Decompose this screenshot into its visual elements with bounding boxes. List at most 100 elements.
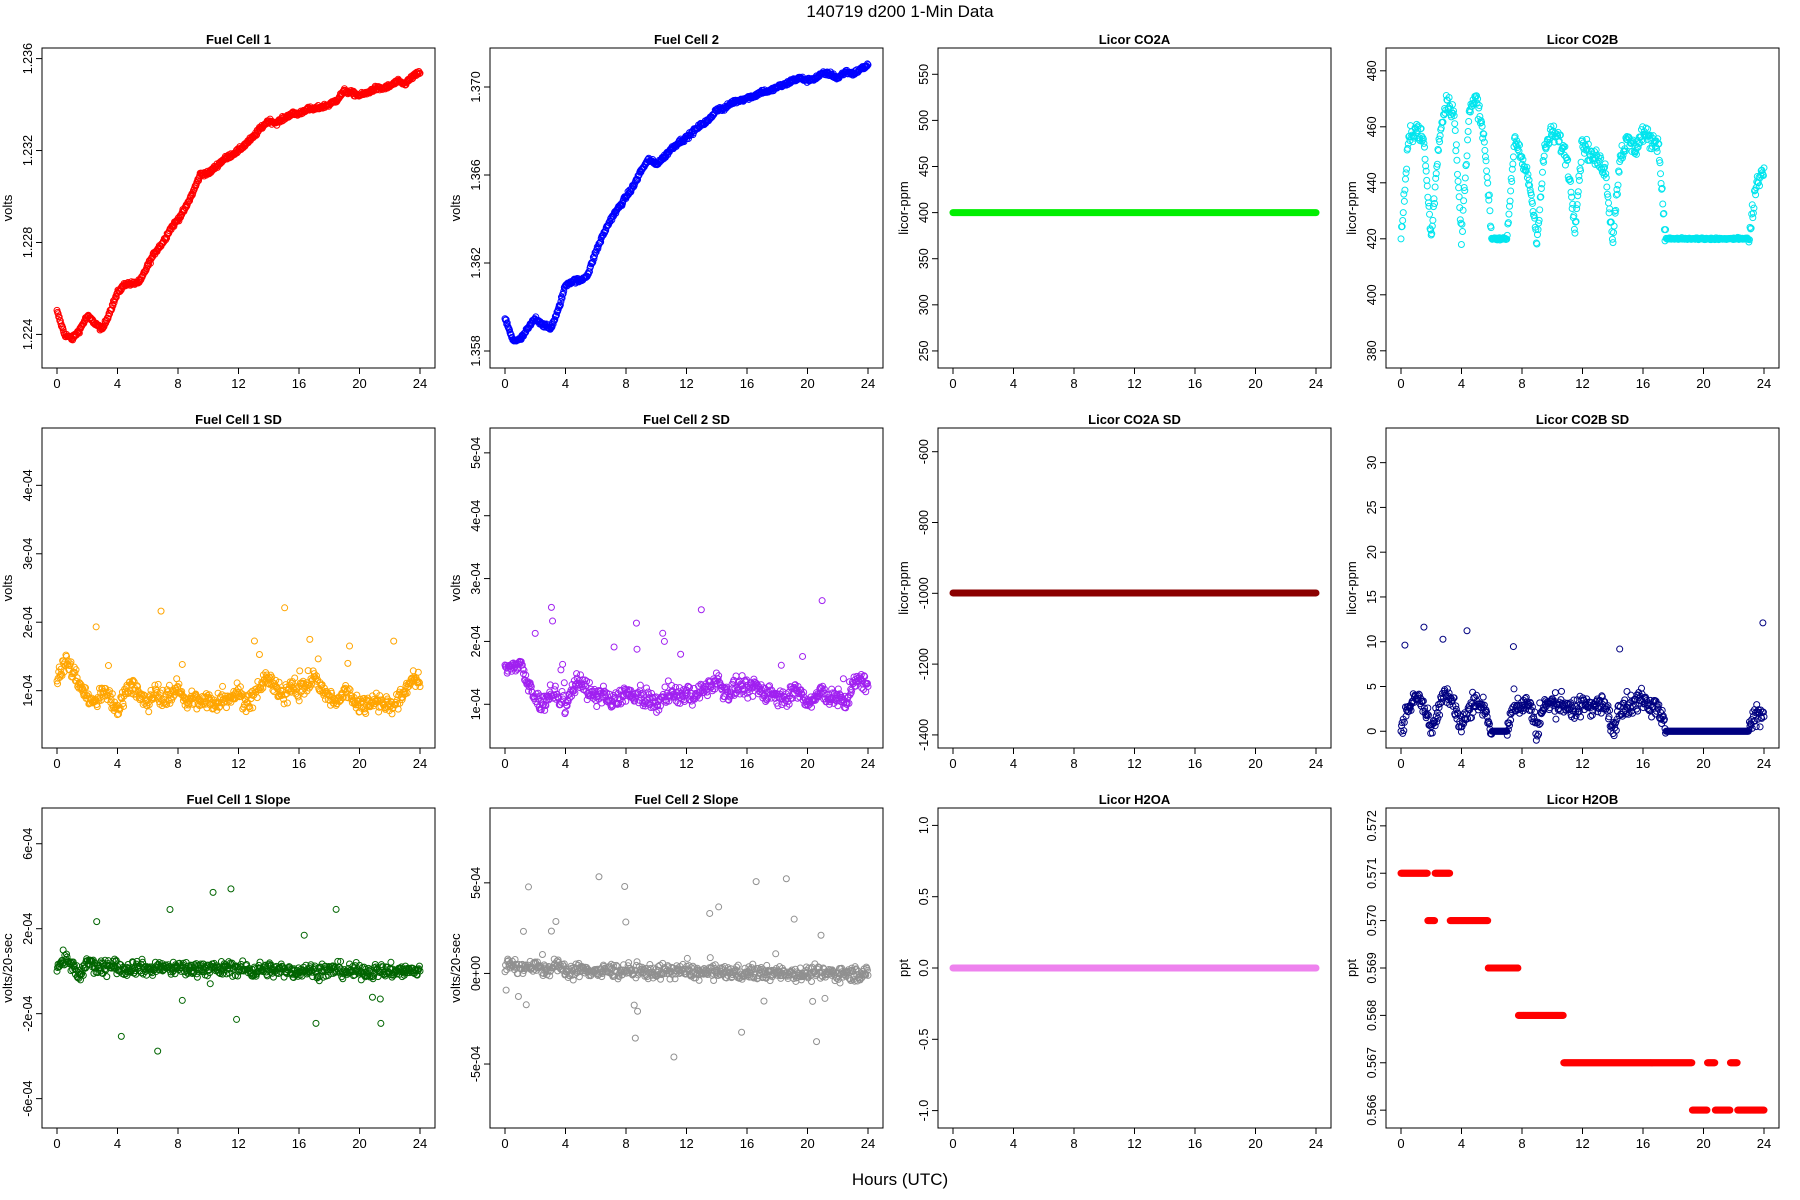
data-point xyxy=(1463,152,1471,160)
x-tick-label: 24 xyxy=(1757,376,1771,391)
data-point xyxy=(777,661,785,669)
data-point xyxy=(1484,179,1492,187)
panel-title: Fuel Cell 2 xyxy=(654,32,719,47)
panel-co2asd: Licor CO2A SD0 4 8 12 16 20 24-1400-1200-1000-… xyxy=(896,412,1332,771)
panel-co2bsd: Licor CO2B SD0 4 8 12 16 20 24051015202530lico… xyxy=(1344,412,1780,771)
x-tick-label: 4 xyxy=(114,1136,121,1151)
data-point xyxy=(1439,635,1447,643)
panel-title: Licor CO2A xyxy=(1099,32,1171,47)
data-point xyxy=(697,606,705,614)
data-point xyxy=(1479,693,1487,701)
panel-title: Licor CO2B SD xyxy=(1536,412,1629,427)
y-tick-label: 4e-04 xyxy=(21,469,35,501)
x-tick-label: 20 xyxy=(352,1136,366,1151)
plot-frame xyxy=(41,47,436,369)
x-tick-label: 20 xyxy=(800,1136,814,1151)
data-point xyxy=(376,995,384,1003)
y-tick-label: 460 xyxy=(1365,116,1379,137)
data-point xyxy=(531,629,539,637)
x-tick-label: 8 xyxy=(1070,376,1077,391)
data-point xyxy=(505,326,513,334)
y-axis-label: volts xyxy=(448,574,463,601)
x-tick-label: 12 xyxy=(679,376,693,391)
data-point xyxy=(104,662,112,670)
data-point xyxy=(206,980,214,988)
y-tick-label: 5e-04 xyxy=(469,437,483,469)
x-tick-label: 12 xyxy=(679,1136,693,1151)
y-tick-label: 2e-04 xyxy=(21,913,35,945)
data-point xyxy=(1571,229,1579,237)
data-point xyxy=(1483,173,1491,181)
x-tick-label: 0 xyxy=(53,1136,60,1151)
data-point xyxy=(547,603,555,611)
y-tick-label: 25 xyxy=(1365,500,1379,514)
data-point xyxy=(1552,715,1560,723)
data-point xyxy=(552,918,560,926)
data-point xyxy=(633,645,641,653)
x-tick-label: 20 xyxy=(1696,756,1710,771)
y-tick-label: 420 xyxy=(1365,228,1379,249)
x-tick-label: 12 xyxy=(1127,376,1141,391)
data-point xyxy=(1510,685,1518,693)
data-point xyxy=(1461,174,1469,182)
x-tick-label: 12 xyxy=(231,376,245,391)
x-tick-label: 24 xyxy=(1757,756,1771,771)
y-tick-label: 440 xyxy=(1365,172,1379,193)
x-tick-label: 0 xyxy=(501,1136,508,1151)
data-point xyxy=(1575,176,1583,184)
y-tick-label: 3e-04 xyxy=(469,563,483,595)
data-point xyxy=(55,313,63,321)
x-tick-label: 0 xyxy=(501,756,508,771)
data-point xyxy=(1605,199,1613,207)
data-point xyxy=(538,951,546,959)
x-tick-label: 20 xyxy=(800,376,814,391)
data-point xyxy=(677,650,685,658)
y-tick-label: 10 xyxy=(1365,635,1379,649)
data-point xyxy=(1509,643,1517,651)
x-tick-label: 16 xyxy=(740,376,754,391)
x-tick-label: 12 xyxy=(231,1136,245,1151)
y-tick-label: 500 xyxy=(917,110,931,131)
x-tick-label: 12 xyxy=(1575,756,1589,771)
y-tick-label: 1.224 xyxy=(21,319,35,350)
data-point xyxy=(1616,645,1624,653)
data-point xyxy=(227,885,235,893)
data-point xyxy=(1429,216,1437,224)
data-point xyxy=(253,131,261,139)
data-point xyxy=(233,679,241,687)
data-point xyxy=(1483,167,1491,175)
data-point xyxy=(1481,146,1489,154)
data-point xyxy=(1401,175,1409,183)
panel-title: Fuel Cell 1 SD xyxy=(195,412,282,427)
data-point xyxy=(312,1019,320,1027)
data-point xyxy=(703,692,711,700)
data-point xyxy=(112,293,120,301)
data-point xyxy=(1464,127,1472,135)
x-tick-label: 8 xyxy=(174,1136,181,1151)
panel-title: Licor CO2A SD xyxy=(1088,412,1181,427)
x-tick-label: 24 xyxy=(861,376,875,391)
y-tick-label: 1.362 xyxy=(469,247,483,278)
data-point xyxy=(252,131,260,139)
data-point xyxy=(178,996,186,1004)
x-tick-label: 8 xyxy=(1070,756,1077,771)
data-point xyxy=(1482,157,1490,165)
y-axis-label: licor-ppm xyxy=(1344,181,1359,234)
x-tick-label: 4 xyxy=(114,376,121,391)
data-point xyxy=(839,675,847,683)
data-point xyxy=(1403,165,1411,173)
y-tick-label: 480 xyxy=(1365,60,1379,81)
data-point xyxy=(1460,197,1468,205)
panel-fc1: Fuel Cell 10 4 8 12 16 20 241.2241.2281.2321.2… xyxy=(0,32,436,391)
data-point xyxy=(549,617,557,625)
data-point xyxy=(145,708,153,716)
data-point xyxy=(1558,687,1566,695)
x-tick-label: 4 xyxy=(562,756,569,771)
data-point xyxy=(416,69,424,77)
data-point xyxy=(233,1015,241,1023)
x-tick-label: 0 xyxy=(1397,756,1404,771)
data-point xyxy=(818,597,826,605)
plot-frame xyxy=(937,427,1332,749)
data-point xyxy=(93,918,101,926)
data-point xyxy=(610,643,618,651)
